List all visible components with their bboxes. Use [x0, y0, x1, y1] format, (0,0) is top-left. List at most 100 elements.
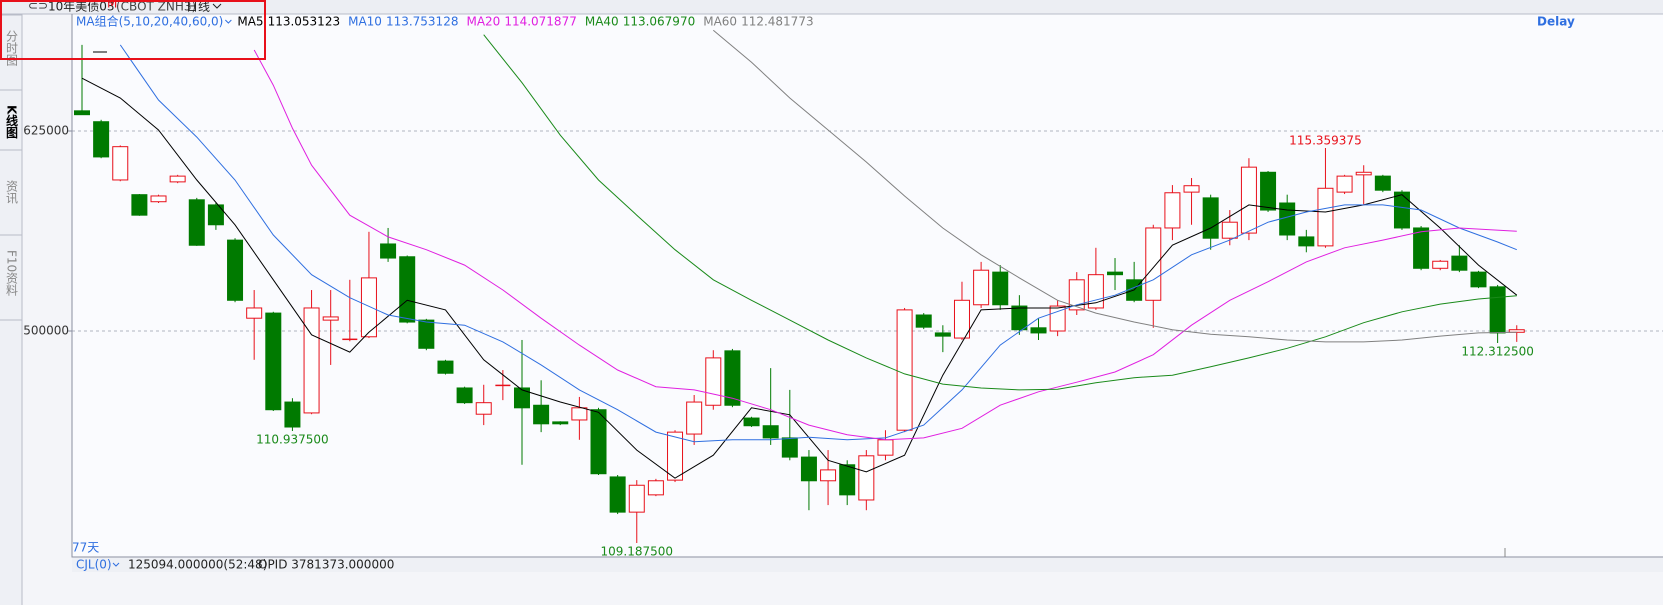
body [839, 464, 856, 496]
body [705, 357, 722, 406]
body [1260, 171, 1277, 211]
legend-name: MA60 [703, 15, 737, 29]
top-bar [0, 0, 1663, 14]
body [934, 332, 951, 337]
body [1030, 327, 1047, 334]
body [322, 316, 339, 321]
price-annotation: 115.359375 [1289, 133, 1362, 147]
body [647, 480, 664, 496]
body [1393, 191, 1410, 229]
body [1451, 255, 1468, 271]
legend-value: 113.753128 [386, 15, 459, 29]
dropdown-icon [212, 3, 222, 9]
body [858, 455, 875, 501]
body [380, 243, 397, 259]
body [552, 421, 569, 425]
body [1470, 271, 1487, 288]
ma-line [712, 29, 1517, 343]
tab-active[interactable]: K线图 [5, 105, 19, 139]
price-annotation: 112.312500 [1461, 345, 1534, 359]
volume: 125094.000000(52:48) [128, 558, 267, 572]
body [667, 431, 684, 481]
ma-group[interactable]: MA组合(5,10,20,40,60,0) [76, 14, 223, 29]
body [1202, 197, 1219, 239]
body [1374, 175, 1391, 191]
body [418, 319, 435, 349]
body [475, 402, 492, 415]
body [1413, 227, 1430, 269]
body [169, 175, 186, 183]
legend-name: MA10 [348, 15, 382, 29]
delay: Delay [1537, 15, 1575, 29]
body [973, 269, 990, 306]
dropdown-icon [225, 19, 232, 24]
legend-value: 113.053123 [268, 15, 341, 29]
body [1107, 271, 1124, 276]
body [265, 312, 282, 411]
body [628, 484, 645, 513]
body [131, 194, 148, 216]
body [513, 387, 530, 409]
body [93, 121, 110, 158]
body [590, 409, 607, 475]
ma-line [483, 34, 1517, 391]
body [762, 425, 779, 439]
body [303, 307, 320, 414]
legend-name: MA20 [466, 15, 500, 29]
tab[interactable]: F10资料 [5, 250, 19, 296]
body [533, 404, 550, 425]
link-icon: ⊂⊃ [28, 0, 48, 13]
legend-name: MA5 [237, 15, 263, 29]
body [1183, 185, 1200, 193]
body [150, 195, 167, 203]
tab-borders [0, 14, 22, 321]
body [1240, 166, 1257, 234]
body [1221, 221, 1238, 239]
span-label: 77天 [72, 541, 99, 555]
body [896, 309, 913, 431]
body [915, 314, 932, 328]
body [1298, 236, 1315, 247]
body [686, 401, 703, 435]
body [609, 476, 626, 513]
body [724, 350, 741, 406]
legend-name: MA40 [585, 15, 619, 29]
body [1087, 274, 1104, 309]
body [188, 199, 205, 246]
body [571, 407, 588, 421]
body [820, 469, 837, 482]
tab[interactable]: 分时图 [5, 30, 19, 66]
code: (CBOT ZNH3) [116, 0, 196, 14]
body [456, 387, 473, 404]
ma-line [253, 49, 1517, 441]
body [360, 277, 377, 338]
body [743, 417, 760, 427]
badge: M [107, 0, 117, 11]
tab[interactable]: 资讯 [5, 180, 19, 205]
body [1355, 171, 1372, 176]
period[interactable]: 日线 [186, 0, 210, 14]
price-annotation: 109.187500 [601, 545, 674, 559]
ma-line [81, 77, 1518, 479]
body [1336, 175, 1353, 193]
body [1011, 305, 1028, 331]
body [953, 299, 970, 339]
title: 10年美债03 [48, 0, 115, 14]
dropdown-icon [112, 562, 120, 567]
body [112, 146, 129, 181]
body [1317, 187, 1334, 247]
body [800, 456, 817, 482]
body [1068, 279, 1085, 311]
body [877, 439, 894, 456]
body [74, 110, 90, 116]
legend-value: 114.071877 [504, 15, 577, 29]
body [227, 239, 244, 301]
status-bar [72, 558, 1663, 572]
body [284, 401, 301, 428]
indicator[interactable]: CJL(0) [76, 558, 112, 572]
body [207, 204, 224, 226]
legend-value: 112.481773 [741, 15, 814, 29]
side-panel [0, 0, 22, 605]
